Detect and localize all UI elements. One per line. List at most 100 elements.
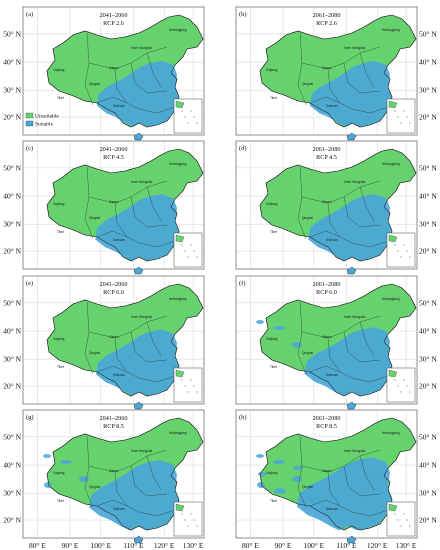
map-panel-h: Xinjiang Tibet Qinghai Gansu Inner Mongolia H… [235,409,418,544]
inset-island [187,525,189,527]
province-border [297,301,307,375]
china-map: Xinjiang Tibet Qinghai Gansu Inner Mongolia H… [259,14,417,141]
suitable-patch [292,342,302,348]
x-tick-label: 120° E [367,541,388,550]
x-tick-label: 80° E [242,541,259,550]
map-panel-f: Xinjiang Tibet Qinghai Gansu Inner Mongolia H… [235,275,418,410]
panel-scenario: RCP 4.5 [103,154,124,161]
inset-island [406,250,408,252]
y-tick-label: 40° N [419,192,437,201]
inset-island [196,525,198,527]
province-border [327,202,389,248]
suitable-patch [79,476,89,482]
province-label: Heilongjiang [382,431,400,435]
province-label: Xinjiang [53,471,65,475]
suitable-patch [256,320,264,324]
inset-island [187,122,189,124]
province-border [359,186,375,222]
y-tick-label: 50° N [3,163,21,172]
suitable-patch [292,476,302,482]
province-label: Sichuan [326,104,338,108]
south-china-sea-inset [386,501,416,537]
province-border [359,321,375,357]
inset-island [406,385,408,387]
map-panel-d: Xinjiang Tibet Qinghai Gansu Inner Mongolia H… [235,140,418,275]
province-label: Sichuan [326,507,338,511]
y-tick-label: 40° N [419,461,437,470]
province-label: Tibet [57,365,64,369]
panel-label: (b) [239,11,247,18]
inset-island [397,519,399,521]
province-border [130,331,168,363]
province-border [343,62,381,94]
inset-island [184,116,186,118]
province-label: Tibet [57,96,64,100]
panel-period: 2041–2060 [100,12,128,19]
map-panel-b: Xinjiang Tibet Qinghai Gansu Inner Mongolia H… [235,6,418,141]
inset-island [400,525,402,527]
y-tick-label: 40° N [419,327,437,336]
province-label: Xinjiang [266,68,278,72]
inset-island [196,256,198,258]
y-tick-label: 50° N [419,163,437,172]
province-label: Qinghai [302,216,313,220]
inset-island [397,250,399,252]
inset-island [400,256,402,258]
map-panel-a: Xinjiang Tibet Qinghai Gansu Inner Mongolia H… [22,6,205,141]
province-border [297,435,307,509]
province-label: Heilongjiang [169,431,187,435]
province-label: Xinjiang [53,337,65,341]
panel-period: 2041–2060 [100,415,128,422]
province-label: Tibet [57,230,64,234]
inset-island [193,116,195,118]
province-border [359,52,375,88]
inset-island [190,110,192,112]
province-label: Qinghai [302,351,313,355]
suitable-patch [256,454,264,458]
province-border [114,202,176,248]
suitable-patch [43,454,51,458]
y-tick-label: 20° N [419,382,437,391]
province-border [114,471,176,517]
y-tick-label: 40° N [3,58,21,67]
province-border [130,196,168,228]
province-label: Sichuan [113,373,125,377]
province-border [343,465,381,497]
inset-island [394,244,396,246]
province-label: Xinjiang [266,202,278,206]
panel-label: (d) [239,145,247,152]
legend-swatch-suitable [25,120,34,127]
province-label: Xinjiang [53,68,65,72]
y-tick-label: 40° N [419,58,437,67]
x-tick-label: 90° E [62,541,79,550]
province-label: Heilongjiang [169,297,187,301]
inset-island [193,250,195,252]
y-tick-label: 50° N [3,29,21,38]
province-border [114,68,176,114]
y-tick-label: 20° N [419,516,437,525]
province-label: Gansu [109,469,119,473]
south-china-sea-inset [386,232,416,268]
province-border [327,337,389,383]
province-border [309,96,341,104]
inset-island [394,110,396,112]
province-label: Qinghai [89,485,100,489]
suitable-patch [60,460,72,464]
x-tick-label: 130° E [396,541,417,550]
x-tick-label: 100° E [90,541,111,550]
province-border [309,499,341,507]
inset-island [406,519,408,521]
province-border [130,62,168,94]
inset-island [394,513,396,515]
south-china-sea-inset [173,98,203,134]
panel-period: 2061–2080 [313,146,341,153]
y-tick-label: 30° N [419,86,437,95]
china-map: Xinjiang Tibet Qinghai Gansu Inner Mongolia H… [46,283,204,410]
inset-island [409,525,411,527]
province-label: Gansu [322,335,332,339]
province-label: Qinghai [89,82,100,86]
inset-island [400,391,402,393]
province-border [96,365,128,373]
province-border [146,52,162,88]
inset-island [187,256,189,258]
